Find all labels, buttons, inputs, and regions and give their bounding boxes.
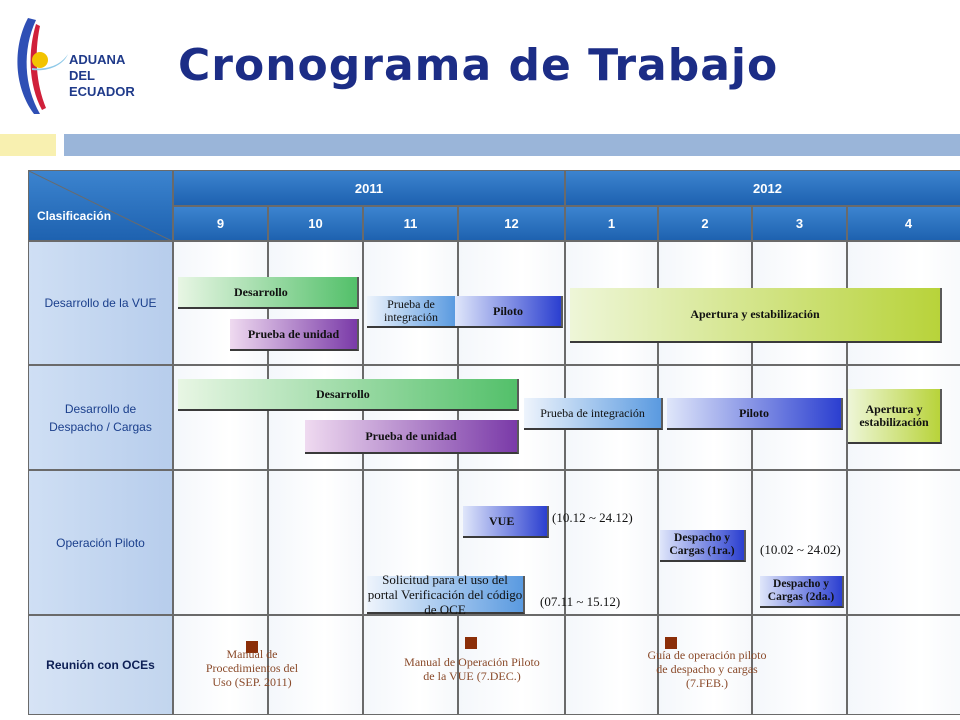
aduana-logo bbox=[10, 14, 140, 124]
year-header-2011: 2011 bbox=[173, 170, 565, 206]
corner-diagonal bbox=[29, 171, 174, 242]
month-header: 10 bbox=[268, 206, 363, 241]
note-despacho-1ra-range: (10.02 ~ 24.02) bbox=[760, 542, 841, 557]
header-band bbox=[64, 134, 960, 156]
header-band-accent bbox=[0, 134, 56, 156]
year-header-2012: 2012 bbox=[565, 170, 960, 206]
bar-vue-piloto: Piloto bbox=[455, 296, 563, 328]
bar-dc-apertura: Apertura y estabilización bbox=[848, 389, 942, 444]
logo-line-1: ADUANA bbox=[69, 52, 126, 67]
month-header: 12 bbox=[458, 206, 565, 241]
logo-emblem-icon bbox=[17, 18, 68, 114]
meeting-marker-2 bbox=[465, 637, 477, 649]
month-header: 11 bbox=[363, 206, 458, 241]
meeting-note-3: Guía de operación piloto de despacho y c… bbox=[647, 648, 767, 690]
bar-dc-piloto: Piloto bbox=[667, 398, 843, 430]
month-header: 9 bbox=[173, 206, 268, 241]
bar-dc-prueba-unidad: Prueba de unidad bbox=[305, 420, 519, 454]
bar-vue-prueba-integracion: Prueba de integración bbox=[367, 296, 457, 328]
bar-dc-prueba-integracion: Prueba de integración bbox=[524, 398, 663, 430]
row-header-reunion: Reunión con OCEs bbox=[28, 615, 173, 715]
bar-op-despacho-1ra: Despacho y Cargas (1ra.) bbox=[660, 530, 746, 562]
note-vue-range: (10.12 ~ 24.12) bbox=[552, 510, 633, 525]
meeting-note-2: Manual de Operación Piloto de la VUE (7.… bbox=[404, 655, 540, 683]
bar-vue-prueba-unidad: Prueba de unidad bbox=[230, 319, 359, 351]
bar-op-solicitud: Solicitud para el uso del portal Verific… bbox=[367, 572, 525, 617]
logo-line-3: ECUADOR bbox=[69, 84, 135, 99]
bar-op-vue: VUE bbox=[463, 506, 549, 538]
page-title: Cronograma de Trabajo bbox=[178, 40, 779, 91]
bar-vue-apertura: Apertura y estabilización bbox=[570, 288, 942, 343]
bar-vue-desarrollo: Desarrollo bbox=[178, 277, 359, 309]
logo-line-2: DEL bbox=[69, 68, 95, 83]
month-header: 1 bbox=[565, 206, 658, 241]
meeting-marker-3 bbox=[665, 637, 677, 649]
month-header: 3 bbox=[752, 206, 847, 241]
note-solicitud-range: (07.11 ~ 15.12) bbox=[540, 594, 621, 609]
meeting-marker-1 bbox=[246, 641, 258, 653]
row-header-vue: Desarrollo de la VUE bbox=[28, 241, 173, 365]
row-header-despacho-label: Desarrollo de Despacho / Cargas bbox=[49, 401, 152, 434]
month-header: 4 bbox=[847, 206, 960, 241]
bar-op-despacho-2da: Despacho y Cargas (2da.) bbox=[760, 576, 844, 608]
month-header: 2 bbox=[658, 206, 752, 241]
row-header-operacion: Operación Piloto bbox=[28, 470, 173, 615]
corner-header: Clasificación bbox=[28, 170, 174, 242]
meeting-note-1: Manual de Procedimientos del Uso (SEP. 2… bbox=[205, 647, 299, 689]
row-header-despacho: Desarrollo de Despacho / Cargas bbox=[28, 365, 173, 470]
bar-dc-desarrollo: Desarrollo bbox=[178, 379, 519, 411]
corner-label: Clasificación bbox=[37, 209, 112, 223]
logo-text: ADUANA DEL ECUADOR bbox=[69, 52, 135, 100]
